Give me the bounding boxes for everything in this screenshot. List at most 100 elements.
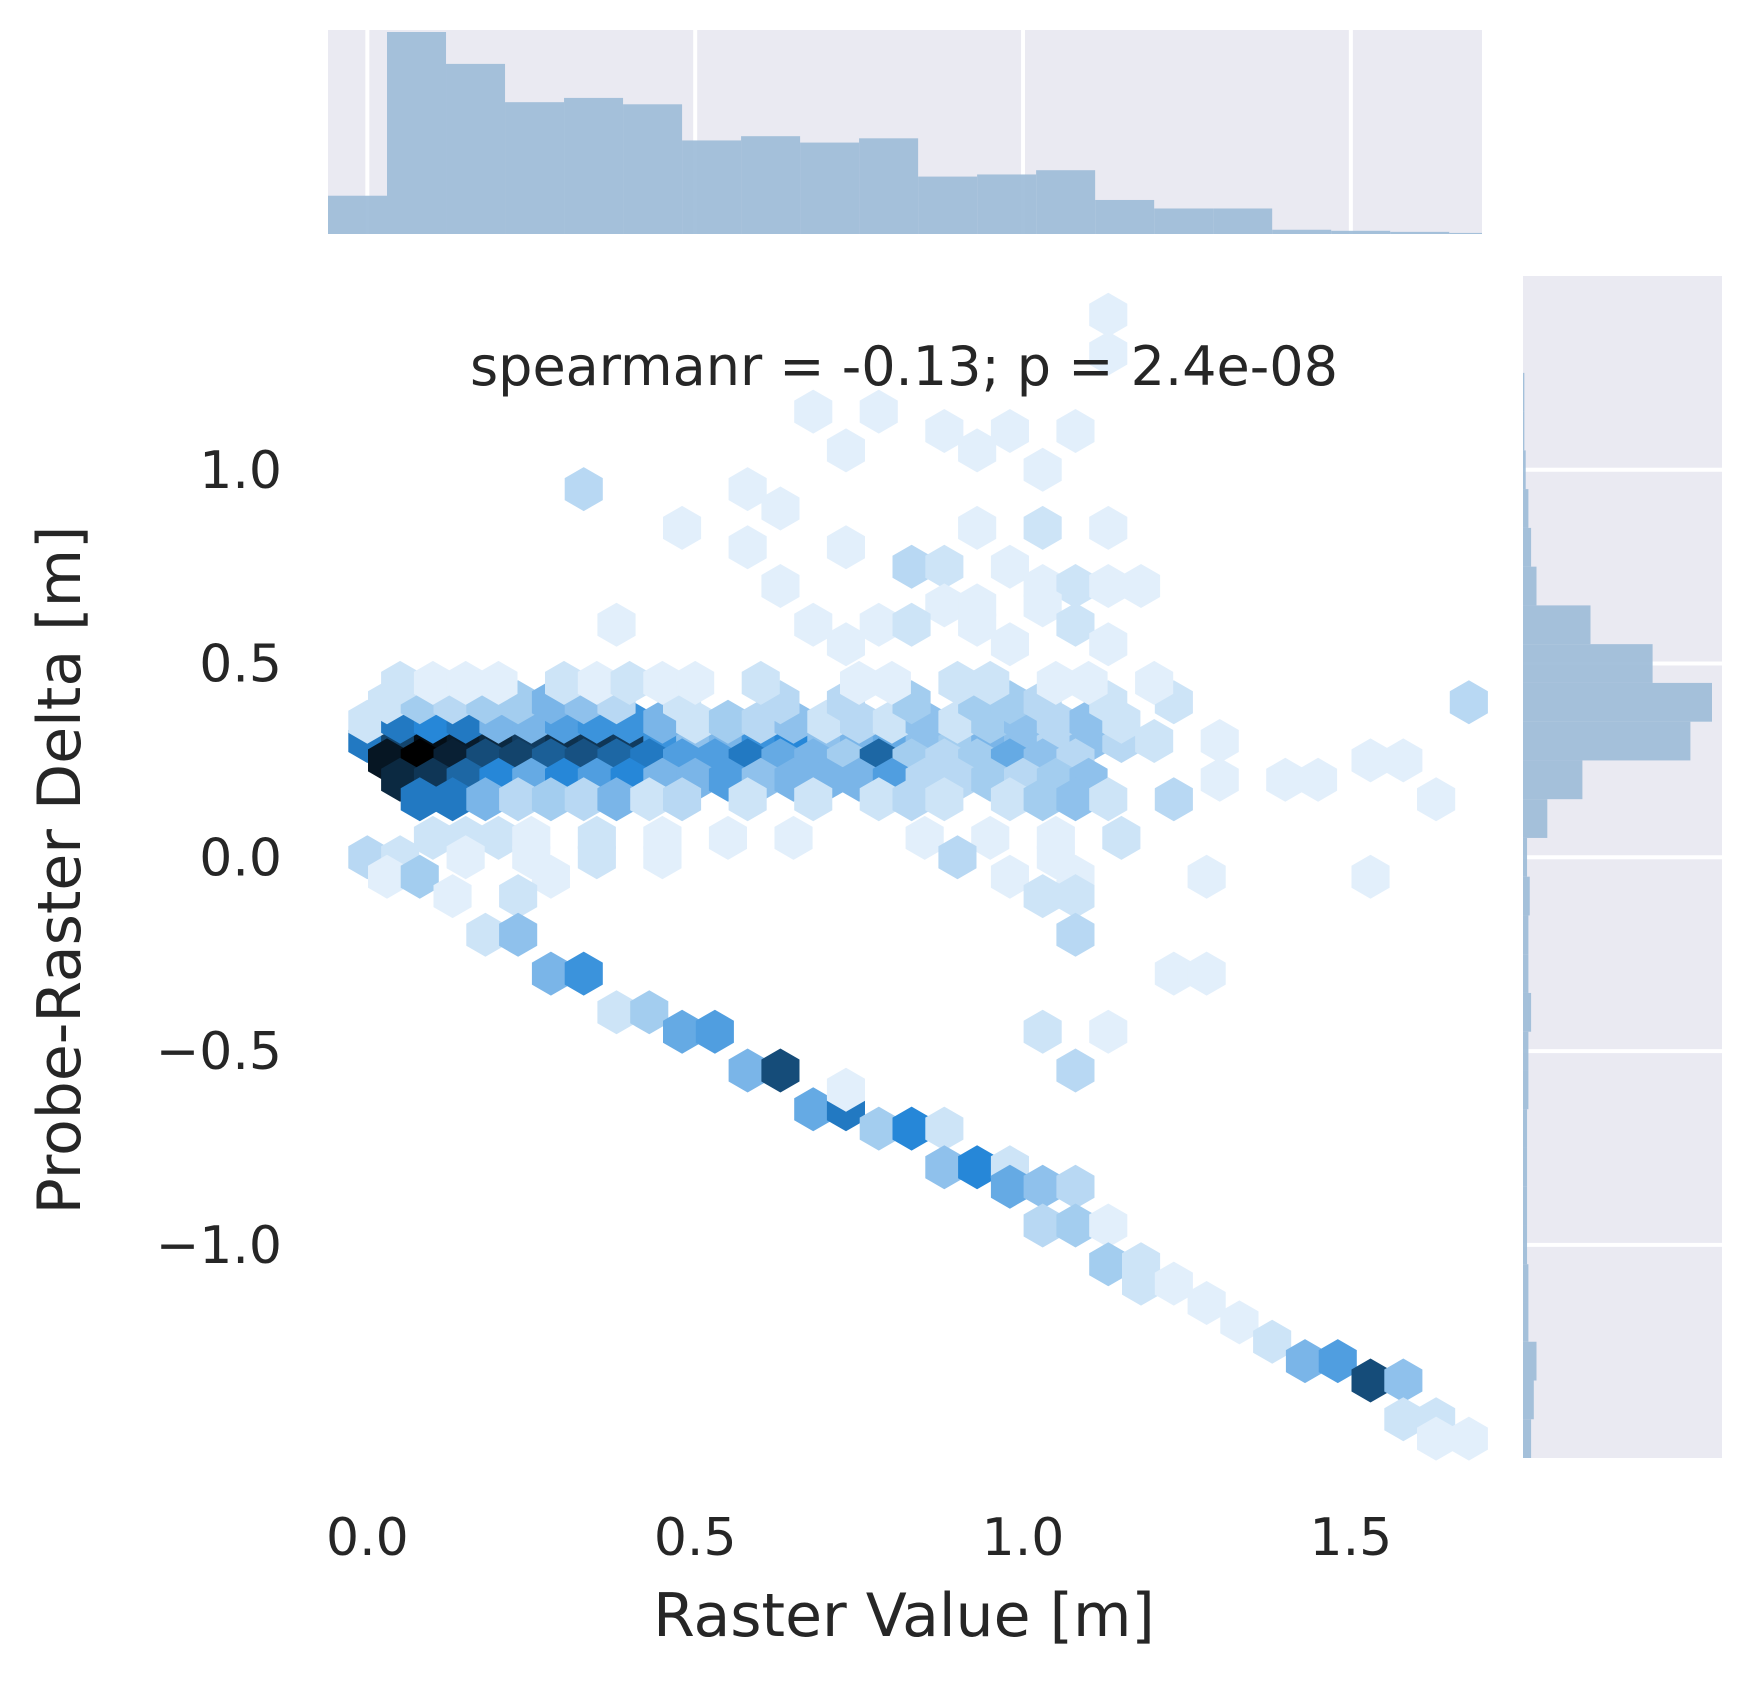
hexbin-cell	[413, 660, 452, 705]
hexbin-cell	[643, 660, 682, 705]
hexbin-cell	[1351, 854, 1390, 899]
hexbin-cell	[728, 777, 767, 822]
x-marginal-bar	[918, 176, 978, 234]
hexbin-cell	[368, 854, 407, 899]
y-axis-ticks: −1.0 −0.5 0.0 0.5 1.0	[156, 441, 282, 1276]
hexbin-cell	[1056, 409, 1095, 453]
hexbin-cell	[1089, 331, 1128, 376]
hexbin-cell	[597, 602, 636, 647]
hexbin-cell	[1266, 757, 1305, 802]
x-marginal-bar	[859, 138, 919, 234]
y-marginal-bar	[1523, 566, 1537, 606]
hexbin-cell	[1102, 815, 1141, 860]
hexbin-cell	[859, 389, 898, 434]
y-marginal-bar	[1523, 1264, 1529, 1303]
hexbin-cell	[990, 544, 1029, 589]
y-tick-label: −0.5	[156, 1022, 282, 1082]
y-marginal-bar	[1523, 1380, 1534, 1420]
x-marginal-bar	[1095, 199, 1155, 234]
hexbin-cell	[1056, 1203, 1095, 1248]
hexbin-cell	[1056, 1048, 1095, 1093]
correlation-annotation: spearmanr = -0.13; p = 2.4e-08	[470, 335, 1338, 398]
hexbin-cell	[630, 777, 669, 822]
hexbin-cell	[1187, 854, 1226, 899]
hexbin-cell	[1069, 660, 1108, 705]
hexbin-cell	[663, 777, 702, 822]
y-marginal-bar	[1523, 489, 1529, 528]
x-marginal-bar	[800, 142, 860, 234]
y-marginal-bar	[1523, 1341, 1537, 1381]
y-tick-label: 1.0	[199, 441, 282, 501]
y-marginal-bar	[1523, 954, 1529, 993]
hexbin-cell	[564, 467, 603, 512]
hexbin-cell	[938, 835, 977, 880]
hexbin-cell	[1089, 292, 1128, 337]
hexbin-cell	[925, 544, 964, 589]
hexbin-cell	[1089, 505, 1128, 550]
y-marginal-bar	[1523, 1302, 1529, 1342]
y-marginal-bar	[1523, 1109, 1528, 1148]
hexbin-cell	[905, 815, 944, 860]
hexbin-cell	[958, 505, 997, 550]
hexbin-cell	[1089, 622, 1128, 667]
hexbin-cell	[695, 1009, 734, 1054]
hexbin-cell	[479, 815, 518, 860]
x-marginal-bar	[682, 140, 742, 234]
hexbin-cell	[708, 699, 747, 744]
hexbin-cell	[1056, 564, 1095, 608]
y-marginal-bar	[1523, 799, 1548, 838]
hexbin-cell	[564, 951, 603, 996]
y-marginal-bar	[1523, 1186, 1528, 1226]
hexbin-cell	[663, 505, 702, 550]
x-tick-label: 0.0	[326, 1508, 409, 1568]
x-marginal-bar	[1449, 232, 1482, 234]
x-marginal-bar	[505, 102, 565, 234]
hexbin-cell	[597, 990, 636, 1035]
hexbin-cell	[1384, 1358, 1423, 1403]
hexbin-cell	[925, 1145, 964, 1190]
hexbin-cell	[1154, 951, 1193, 996]
hexbin-cell	[1449, 680, 1488, 725]
hexbin-cell	[859, 1106, 898, 1151]
hexbin-cell	[1023, 583, 1062, 628]
hexbin-cell	[1036, 660, 1075, 705]
hexbin-cell	[1056, 602, 1095, 647]
hexbin-cell	[446, 660, 485, 705]
y-marginal-bar	[1523, 760, 1583, 800]
hexbin-cell	[958, 602, 997, 647]
y-marginal-bar	[1523, 721, 1691, 761]
hexbin-cell	[577, 660, 616, 705]
hexbin-cell	[761, 1048, 800, 1093]
hexbin-cell	[413, 815, 452, 860]
hexbin-cell	[499, 874, 538, 919]
y-marginal-bar	[1523, 644, 1653, 683]
hexbin-cell	[1122, 1261, 1161, 1306]
hexbin-cell	[1023, 1203, 1062, 1248]
hexbin-cell	[1187, 1281, 1226, 1325]
x-marginal-bars	[328, 32, 1482, 234]
hexbin-cell	[1417, 777, 1456, 822]
x-marginal-bar	[1213, 208, 1273, 234]
hexbin-cell	[1253, 1319, 1292, 1364]
x-marginal-bar	[741, 136, 801, 234]
hexbin-cell	[925, 409, 964, 453]
hexbin-cell	[990, 622, 1029, 667]
hexbin-cell	[761, 486, 800, 531]
hexbin-cell	[892, 544, 931, 589]
x-axis-ticks: 0.0 0.5 1.0 1.5	[326, 1508, 1392, 1568]
hexbin-cell	[872, 660, 911, 705]
y-marginal-bar	[1523, 605, 1591, 645]
y-marginal-bar	[1523, 527, 1532, 567]
hexbin-cell	[774, 815, 813, 860]
hexbin-cell	[1089, 1203, 1128, 1248]
hexbin-cell	[446, 835, 485, 880]
hexbin-cell	[971, 815, 1010, 860]
hexbin-cell	[761, 564, 800, 608]
hexbin-cell	[990, 777, 1029, 822]
y-marginal-bar	[1523, 1147, 1528, 1187]
hexbin-cell	[400, 777, 439, 822]
hexbin-cell	[499, 777, 538, 822]
hexbin-cell	[794, 777, 833, 822]
hexbin-cell	[1318, 1339, 1357, 1384]
